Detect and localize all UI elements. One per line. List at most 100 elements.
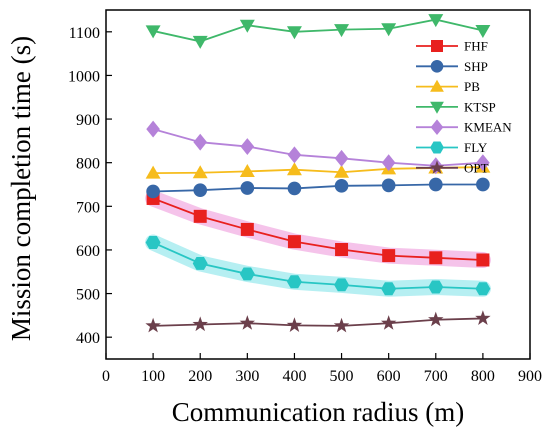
data-point [192, 35, 208, 49]
data-point [334, 24, 350, 38]
data-point [429, 251, 443, 265]
legend-item-kmean: KMEAN [416, 119, 512, 135]
data-point [380, 315, 397, 330]
data-point [240, 181, 255, 195]
series-line [152, 197, 483, 261]
series-ktsp [145, 14, 491, 49]
legend-marker [430, 101, 444, 114]
legend-label: KTSP [464, 99, 496, 114]
data-point [145, 236, 161, 249]
series-shp [146, 177, 490, 199]
data-point [193, 209, 207, 223]
data-point [145, 317, 161, 333]
series-line [153, 183, 483, 193]
plot-axes [105, 9, 531, 360]
y-tick-label: 700 [76, 199, 100, 216]
data-point [381, 154, 396, 172]
data-point [192, 165, 208, 179]
data-point [239, 267, 255, 281]
x-tick-label: 600 [377, 368, 401, 385]
legend-marker [430, 60, 444, 73]
legend-label: KMEAN [464, 120, 512, 135]
series-opt [145, 310, 491, 333]
data-point [428, 311, 444, 327]
y-tick-label: 500 [76, 287, 100, 304]
data-point [239, 315, 256, 330]
series-line [152, 241, 483, 290]
data-point [428, 177, 443, 192]
data-point [334, 149, 349, 167]
x-axis-title: Communication radius (m) [172, 397, 464, 427]
data-point [381, 178, 396, 193]
data-point [334, 178, 349, 193]
x-tick-label: 500 [330, 368, 354, 385]
data-point [240, 138, 255, 155]
y-tick-label: 600 [76, 243, 100, 260]
legend-marker [430, 79, 444, 92]
series-line [152, 128, 483, 167]
legend-label: FHF [464, 39, 488, 54]
x-tick-label: 100 [141, 368, 165, 385]
data-point [381, 23, 397, 37]
x-tick-label: 300 [235, 368, 259, 385]
y-tick-label: 800 [76, 156, 100, 173]
data-point [193, 133, 208, 151]
legend-marker [430, 141, 444, 154]
data-point [193, 183, 208, 197]
legend-label: FLY [464, 140, 488, 155]
y-axis-ticks: 400 500 600 700 800 900 1000 1100 [68, 25, 112, 347]
data-point [334, 164, 350, 178]
x-tick-label: 900 [518, 368, 542, 385]
data-point [239, 19, 255, 33]
y-tick-label: 900 [76, 112, 100, 129]
x-axis-ticks: 0 100 200 300 400 500 600 700 800 900 [102, 353, 542, 385]
data-point [192, 316, 208, 332]
data-point [476, 253, 490, 267]
data-point [475, 282, 491, 296]
legend-marker [431, 40, 443, 52]
y-tick-label: 1000 [68, 68, 100, 85]
legend-item-ktsp: KTSP [416, 99, 496, 114]
data-point [333, 317, 350, 333]
legend-item-fhf: FHF [416, 39, 488, 54]
data-point [335, 243, 349, 257]
legend-label: PB [464, 79, 480, 94]
data-point [287, 235, 301, 249]
legend: FHF SHP PB KTSP KMEAN FLY OPT [416, 39, 512, 175]
data-point [146, 184, 160, 199]
series-fly [145, 236, 491, 296]
data-point [428, 280, 444, 294]
legend-item-opt: OPT [416, 160, 489, 175]
x-tick-label: 0 [102, 368, 110, 385]
data-point [192, 256, 208, 270]
data-point [240, 222, 254, 236]
data-point [239, 163, 255, 177]
legend-label: SHP [464, 59, 488, 74]
y-tick-label: 400 [76, 330, 100, 347]
data-point [428, 14, 444, 28]
series-line [152, 18, 484, 43]
data-point [146, 120, 160, 138]
data-point [286, 275, 302, 289]
legend-item-shp: SHP [416, 59, 488, 74]
data-point [287, 181, 302, 196]
x-tick-label: 800 [471, 368, 495, 385]
legend-item-pb: PB [416, 79, 480, 94]
x-tick-label: 400 [282, 368, 306, 385]
data-point [145, 165, 161, 179]
x-tick-label: 700 [424, 368, 448, 385]
data-point [334, 278, 350, 292]
data-point [286, 162, 302, 176]
x-tick-label: 200 [188, 368, 212, 385]
data-point [286, 317, 303, 332]
data-point [381, 282, 397, 296]
data-point [475, 310, 491, 326]
y-tick-label: 1100 [69, 25, 100, 42]
legend-marker [429, 160, 445, 174]
data-point [145, 25, 161, 39]
plot-frame [105, 9, 531, 360]
series-line [153, 317, 483, 327]
data-point [382, 249, 396, 263]
